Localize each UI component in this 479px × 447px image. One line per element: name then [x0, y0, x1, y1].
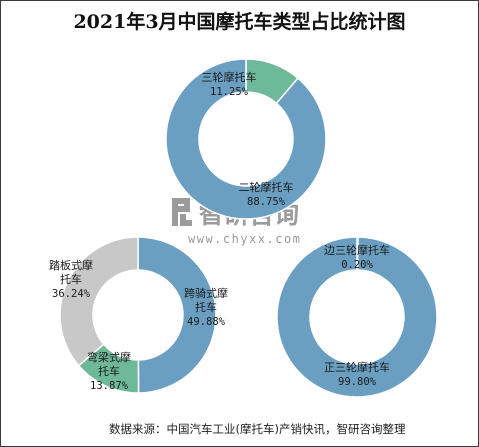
- donut-center-label: 型占比: [226, 140, 265, 155]
- slice-value-label: 11.25%: [210, 86, 249, 98]
- donut-center-label: 三轮摩托车: [324, 295, 389, 311]
- donut-center-label: 类型占比: [112, 316, 164, 331]
- donut-center-label: 二轮摩托车: [105, 293, 170, 309]
- donut-slice: [165, 58, 327, 220]
- slice-label: 托车: [60, 272, 82, 286]
- donut-center-label: 摩托车类: [220, 117, 272, 133]
- slice-label: 二轮摩托车: [239, 180, 294, 194]
- slice-label: 正三轮摩托车: [324, 360, 390, 374]
- slice-label: 托车: [195, 300, 217, 314]
- chart-title: 2021年3月中国摩托车类型占比统计图: [73, 11, 406, 33]
- source-note: 数据来源：中国汽车工业(摩托车)产销快讯，智研咨询整理: [109, 422, 406, 436]
- slice-label: 托车: [98, 364, 120, 378]
- slice-value-label: 36.24%: [52, 288, 91, 300]
- slice-label: 三轮摩托车: [202, 70, 257, 84]
- donut-center-label: 类型占比: [331, 318, 383, 333]
- slice-value-label: 88.75%: [247, 196, 286, 208]
- watermark-url: www.chyxx.com: [188, 232, 301, 246]
- slice-value-label: 0.20%: [341, 259, 373, 271]
- donut-slice: [59, 236, 139, 367]
- slice-value-label: 99.80%: [338, 376, 377, 388]
- slice-value-label: 13.87%: [90, 380, 129, 392]
- slice-label: 跨骑式摩: [184, 286, 228, 300]
- donut-slice: [137, 236, 217, 394]
- slice-label: 弯梁式摩: [87, 350, 131, 364]
- donut-chart-2: 二轮摩托车类型占比跨骑式摩托车49.88%弯梁式摩托车13.87%踏板式摩托车3…: [49, 236, 228, 394]
- donut-slice: [276, 236, 438, 398]
- watermark-logo-icon: [172, 198, 192, 226]
- slice-label: 边三轮摩托车: [324, 243, 390, 257]
- slice-label: 踏板式摩: [49, 258, 93, 272]
- donut-chart-1: 摩托车类型占比 三轮摩托车 11.25% 二轮摩托车 88.75%: [165, 58, 327, 220]
- slice-value-label: 49.88%: [187, 316, 226, 328]
